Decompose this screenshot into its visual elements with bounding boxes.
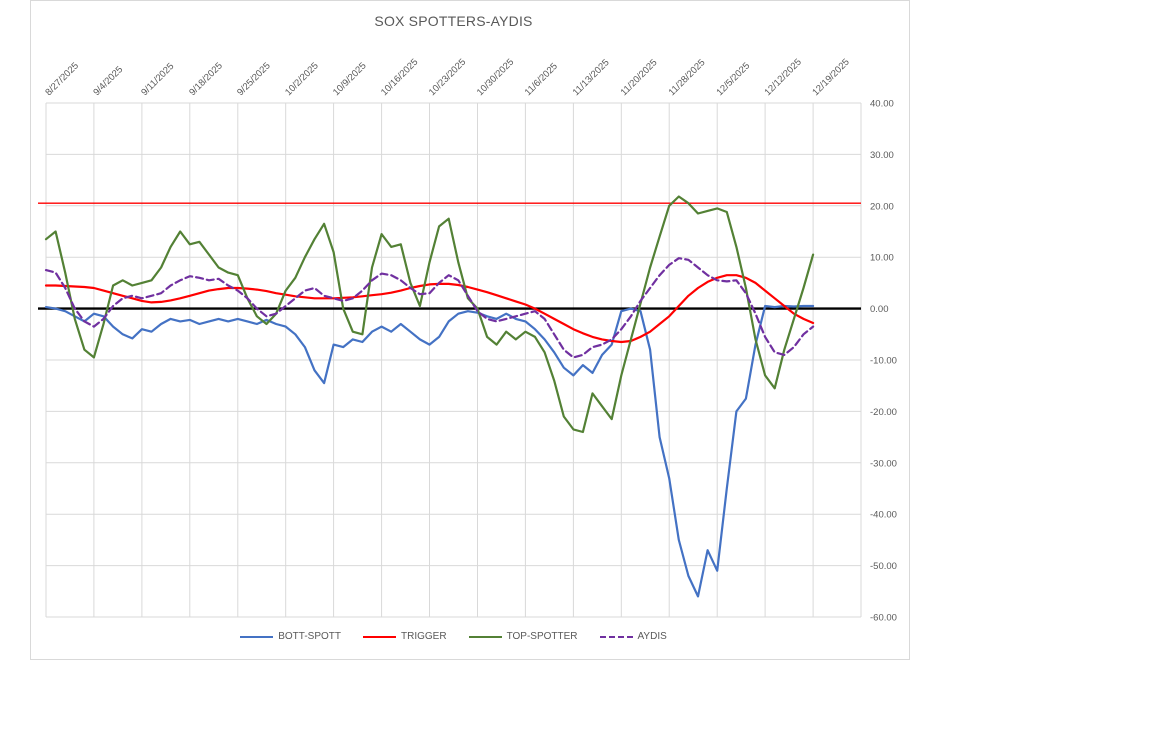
- chart-object[interactable]: SOX SPOTTERS-AYDIS 40.00 30.00 20.00 10.00 0…: [30, 0, 910, 660]
- x-axis-label: 11/28/2025: [667, 57, 708, 98]
- chart-legend: BOTT-SPOTT TRIGGER TOP-SPOTTER AYDIS: [31, 631, 876, 642]
- x-axis-label: 11/20/2025: [619, 57, 660, 98]
- y-axis-tick-label: 20.00: [870, 201, 894, 212]
- legend-item-top-spotter[interactable]: TOP-SPOTTER: [468, 631, 578, 642]
- x-axis-label: 10/23/2025: [427, 57, 468, 98]
- x-axis-label: 9/11/2025: [139, 61, 176, 98]
- x-axis-label: 10/30/2025: [475, 57, 516, 98]
- x-axis-label: 10/16/2025: [379, 57, 420, 98]
- x-axis-label: 9/25/2025: [235, 60, 273, 98]
- chart-title: SOX SPOTTERS-AYDIS: [374, 13, 533, 29]
- y-axis-tick-label: 0.00: [870, 304, 889, 315]
- y-axis-tick-label: -60.00: [870, 613, 897, 624]
- legend-line-sample-trigger: [363, 635, 396, 638]
- legend-item-bott-spott[interactable]: BOTT-SPOTT: [240, 631, 341, 642]
- legend-label-bott-spott: BOTT-SPOTT: [278, 631, 341, 642]
- x-axis-label: 11/6/2025: [523, 61, 560, 98]
- x-axis-label: 10/9/2025: [331, 60, 369, 98]
- x-axis-label: 12/19/2025: [810, 57, 851, 98]
- x-axis-label: 12/5/2025: [715, 60, 753, 98]
- y-axis-tick-label: -50.00: [870, 561, 897, 572]
- series-line-bott-spott[interactable]: [44, 304, 815, 598]
- y-axis-tick-label: 30.00: [870, 150, 894, 161]
- x-axis-label: 10/2/2025: [283, 60, 321, 98]
- x-axis-label: 9/4/2025: [91, 64, 125, 98]
- x-axis-label: 11/13/2025: [571, 57, 612, 98]
- y-axis-tick-label: 10.00: [870, 253, 894, 264]
- gridlines: [45, 102, 862, 618]
- y-axis-tick-label: -40.00: [870, 510, 897, 521]
- legend-item-aydis[interactable]: AYDIS: [599, 631, 667, 642]
- legend-line-sample-aydis: [599, 635, 633, 638]
- legend-line-sample-top-spotter: [468, 635, 502, 638]
- legend-label-top-spotter: TOP-SPOTTER: [506, 631, 578, 642]
- legend-item-trigger[interactable]: TRIGGER: [363, 631, 447, 642]
- x-axis-label: 9/18/2025: [187, 60, 225, 98]
- y-axis-tick-label: 40.00: [870, 99, 894, 110]
- x-axis-label: 12/12/2025: [762, 57, 803, 98]
- legend-label-trigger: TRIGGER: [401, 631, 447, 642]
- y-axis-tick-label: -10.00: [870, 356, 897, 367]
- series-line-trigger[interactable]: [44, 274, 815, 344]
- y-axis-tick-label: -30.00: [870, 458, 897, 469]
- chart-plot-area: 40.00 30.00 20.00 10.00 0.00 -10.00 -20.00 -30.…: [38, 57, 897, 624]
- legend-label-aydis: AYDIS: [637, 631, 667, 642]
- legend-line-sample-bott-spott: [240, 635, 274, 638]
- x-axis-label: 8/27/2025: [43, 60, 81, 98]
- series-line-aydis[interactable]: [44, 257, 815, 359]
- series-line-top-spotter[interactable]: [44, 195, 815, 434]
- y-axis-tick-label: -20.00: [870, 407, 897, 418]
